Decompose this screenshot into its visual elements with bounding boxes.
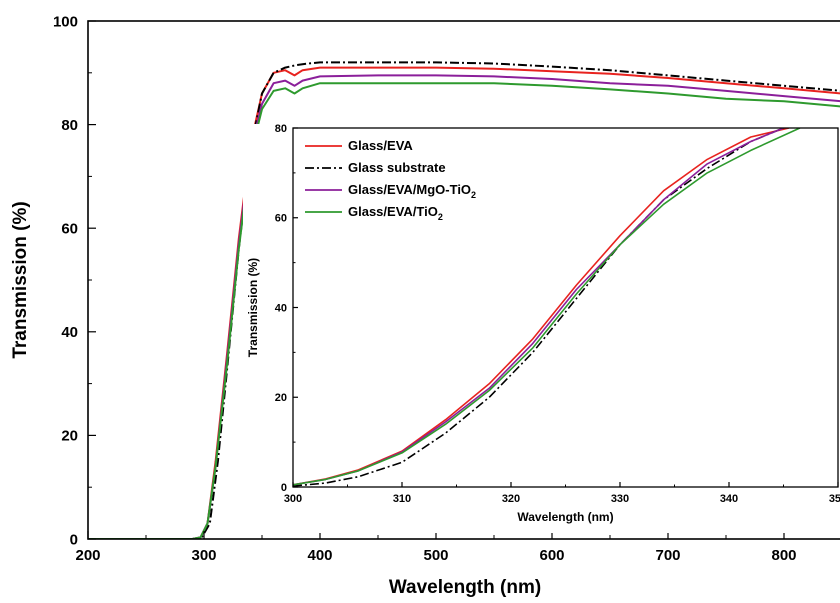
legend-label-base: Glass/EVA xyxy=(348,138,413,153)
legend-label-subscript: 2 xyxy=(471,190,476,200)
inset-y-tick-label: 20 xyxy=(275,392,287,404)
inset-y-tick-label: 0 xyxy=(281,482,287,494)
legend-label-base: Glass/EVA/TiO xyxy=(348,204,438,219)
legend-entry-3: Glass/EVA/TiO2 xyxy=(305,204,443,222)
main-y-tick-label: 0 xyxy=(70,531,78,548)
main-series-line-3 xyxy=(88,82,840,539)
inset-x-axis-label: Wavelength (nm) xyxy=(517,510,613,524)
inset-y-tick-label: 40 xyxy=(275,302,287,314)
main-x-tick-label: 800 xyxy=(771,547,796,564)
inset-x-tick-label: 310 xyxy=(393,493,411,505)
main-plot-area xyxy=(88,61,840,539)
legend-label-3: Glass/EVA/TiO2 xyxy=(348,204,443,222)
inset-y-tick-label: 60 xyxy=(275,213,287,225)
inset-y-tick-label: 80 xyxy=(275,123,287,135)
main-y-tick-label: 60 xyxy=(61,220,78,237)
inset-y-axis-label: Transmission (%) xyxy=(246,258,260,357)
legend-entry-1: Glass substrate xyxy=(305,160,446,175)
main-y-axis-label: Transmission (%) xyxy=(10,201,31,358)
legend-entry-2: Glass/EVA/MgO-TiO2 xyxy=(305,182,476,200)
legend-label-0: Glass/EVA xyxy=(348,138,413,153)
legend-label-base: Glass/EVA/MgO-TiO xyxy=(348,182,471,197)
legend-entry-0: Glass/EVA xyxy=(305,138,413,153)
inset-tick-labels: 300 310 320 330 340 350 0 20 40 60 80 xyxy=(275,123,840,505)
legend-label-1: Glass substrate xyxy=(348,160,446,175)
inset-x-tick-label: 320 xyxy=(502,493,520,505)
main-x-axis-label: Wavelength (nm) xyxy=(389,577,541,598)
inset-tick-marks xyxy=(292,127,839,488)
legend-label-2: Glass/EVA/MgO-TiO2 xyxy=(348,182,476,200)
main-x-tick-label: 400 xyxy=(307,547,332,564)
main-x-tick-label: 200 xyxy=(75,547,100,564)
main-y-tick-label: 20 xyxy=(61,428,78,445)
main-x-tick-label: 600 xyxy=(539,547,564,564)
inset-x-tick-label: 300 xyxy=(284,493,302,505)
inset-chart: 300 310 320 330 340 350 0 20 40 60 80 Wavelength (… xyxy=(243,123,840,533)
legend: Glass/EVA Glass substrate Glass/EVA/MgO-Ti… xyxy=(305,138,476,222)
main-x-tick-label: 700 xyxy=(655,547,680,564)
main-series-line-1 xyxy=(88,61,840,539)
legend-label-base: Glass substrate xyxy=(348,160,446,175)
main-y-tick-label: 80 xyxy=(61,117,78,134)
main-y-tick-label: 40 xyxy=(61,324,78,341)
inset-x-tick-label: 330 xyxy=(611,493,629,505)
main-x-tick-label: 500 xyxy=(423,547,448,564)
inset-plot-area xyxy=(293,128,801,487)
legend-label-subscript: 2 xyxy=(438,212,443,222)
main-x-tick-label: 300 xyxy=(191,547,216,564)
inset-series-line-0 xyxy=(293,128,790,486)
main-y-tick-label: 100 xyxy=(53,13,78,30)
inset-series-line-3 xyxy=(293,128,801,486)
inset-x-tick-label: 340 xyxy=(720,493,738,505)
inset-x-tick-label: 350 xyxy=(829,493,840,505)
